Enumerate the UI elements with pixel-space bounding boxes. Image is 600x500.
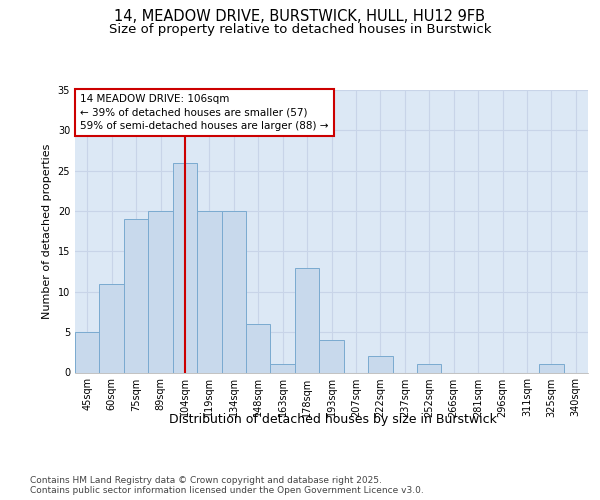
Bar bbox=[417, 364, 442, 372]
Text: Contains HM Land Registry data © Crown copyright and database right 2025.
Contai: Contains HM Land Registry data © Crown c… bbox=[30, 476, 424, 495]
Text: Size of property relative to detached houses in Burstwick: Size of property relative to detached ho… bbox=[109, 22, 491, 36]
Bar bbox=[100, 284, 124, 372]
Text: 14 MEADOW DRIVE: 106sqm
← 39% of detached houses are smaller (57)
59% of semi-de: 14 MEADOW DRIVE: 106sqm ← 39% of detache… bbox=[80, 94, 329, 130]
Bar bbox=[319, 340, 344, 372]
Bar bbox=[295, 268, 319, 372]
Bar bbox=[197, 211, 221, 372]
Bar bbox=[148, 211, 173, 372]
Bar bbox=[368, 356, 392, 372]
Bar bbox=[221, 211, 246, 372]
Text: 14, MEADOW DRIVE, BURSTWICK, HULL, HU12 9FB: 14, MEADOW DRIVE, BURSTWICK, HULL, HU12 … bbox=[115, 9, 485, 24]
Y-axis label: Number of detached properties: Number of detached properties bbox=[42, 144, 52, 319]
Bar bbox=[124, 219, 148, 372]
Bar bbox=[539, 364, 563, 372]
Bar bbox=[271, 364, 295, 372]
Bar bbox=[173, 162, 197, 372]
Bar bbox=[246, 324, 271, 372]
Bar bbox=[75, 332, 100, 372]
Text: Distribution of detached houses by size in Burstwick: Distribution of detached houses by size … bbox=[169, 412, 497, 426]
